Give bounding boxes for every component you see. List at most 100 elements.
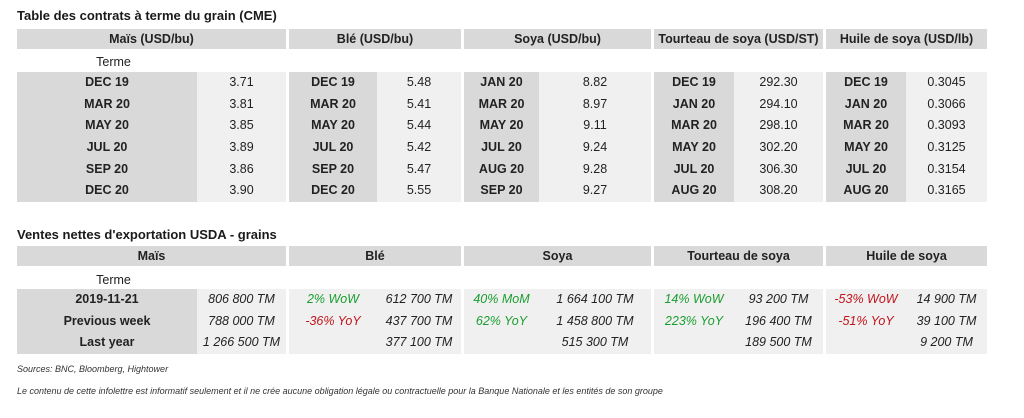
change-cell: 40% MoM bbox=[473, 292, 530, 306]
term-cell: MAY 20 bbox=[17, 115, 197, 138]
futures-header-huile: Huile de soya (USD/lb) bbox=[826, 29, 987, 49]
term-cell: MAR 20 bbox=[826, 115, 906, 138]
row-label: Previous week bbox=[17, 310, 197, 333]
term-cell: MAY 20 bbox=[654, 137, 734, 159]
exports-block-mais: 2019-11-21 Previous week Last year 806 8… bbox=[17, 289, 286, 355]
price-cell: 3.86 bbox=[229, 161, 254, 176]
price-cell: 0.3093 bbox=[927, 118, 966, 133]
exports-header-soya: Soya bbox=[464, 246, 651, 266]
term-cell: DEC 19 bbox=[17, 72, 197, 94]
exports-terme-label: Terme bbox=[96, 273, 131, 287]
term-cell: JAN 20 bbox=[654, 93, 734, 116]
volume-cell: 93 200 TM bbox=[748, 292, 809, 306]
price-cell: 5.44 bbox=[406, 118, 432, 133]
price-cell: 8.97 bbox=[582, 96, 608, 111]
price-cell: 8.82 bbox=[582, 75, 608, 89]
disclaimer-note: Le contenu de cette infolettre est infor… bbox=[17, 386, 663, 396]
price-cell: 9.28 bbox=[582, 161, 608, 176]
change-cell: -53% WoW bbox=[834, 292, 898, 306]
price-cell: 5.42 bbox=[406, 140, 432, 155]
volume-cell: 377 100 TM bbox=[385, 335, 453, 350]
volume-cell: 612 700 TM bbox=[385, 292, 453, 306]
price-cell: 5.47 bbox=[406, 161, 432, 176]
price-cell: 292.30 bbox=[759, 75, 798, 89]
futures-block-tourteau: DEC 19 JAN 20 MAR 20 MAY 20 JUL 20 AUG 2… bbox=[654, 72, 823, 203]
term-cell: DEC 19 bbox=[826, 72, 906, 94]
futures-block-soya: JAN 20 MAR 20 MAY 20 JUL 20 AUG 20 SEP 2… bbox=[464, 72, 651, 203]
change-cell: 2% WoW bbox=[306, 292, 360, 306]
price-cell: 3.85 bbox=[229, 118, 254, 133]
volume-cell: 1 458 800 TM bbox=[556, 313, 634, 328]
change-cell: 62% YoY bbox=[475, 313, 528, 328]
price-cell: 3.81 bbox=[229, 96, 254, 111]
price-cell: 298.10 bbox=[759, 118, 798, 133]
price-cell: 3.90 bbox=[229, 183, 254, 198]
sources-note: Sources: BNC, Bloomberg, Hightower bbox=[17, 364, 169, 374]
change-cell bbox=[826, 332, 906, 354]
price-cell: 5.41 bbox=[406, 96, 432, 111]
exports-header-mais: Maïs bbox=[17, 246, 286, 266]
exports-header-ble: Blé bbox=[289, 246, 461, 266]
term-cell: MAR 20 bbox=[464, 93, 539, 116]
volume-cell: 9 200 TM bbox=[920, 335, 973, 350]
term-cell: SEP 20 bbox=[17, 158, 197, 181]
price-cell: 0.3125 bbox=[927, 140, 966, 155]
term-cell: JUL 20 bbox=[826, 158, 906, 181]
futures-header-soya: Soya (USD/bu) bbox=[464, 29, 651, 49]
row-label: Last year bbox=[17, 332, 197, 355]
exports-table-title: Ventes nettes d'exportation USDA - grain… bbox=[17, 227, 277, 242]
futures-block-huile: DEC 19 JAN 20 MAR 20 MAY 20 JUL 20 AUG 2… bbox=[826, 72, 987, 203]
price-cell: 3.71 bbox=[229, 75, 254, 89]
term-cell: MAY 20 bbox=[826, 137, 906, 159]
term-cell: SEP 20 bbox=[289, 158, 377, 181]
futures-body: DEC 19 MAR 20 MAY 20 JUL 20 SEP 20 DEC 2… bbox=[17, 72, 987, 203]
term-cell: DEC 19 bbox=[654, 72, 734, 94]
price-cell: 0.3154 bbox=[927, 161, 966, 176]
term-cell: AUG 20 bbox=[654, 180, 734, 203]
exports-body: 2019-11-21 Previous week Last year 806 8… bbox=[17, 289, 987, 355]
exports-header-huile: Huile de soya bbox=[826, 246, 987, 266]
futures-terme-label: Terme bbox=[96, 55, 131, 69]
volume-cell: 1 664 100 TM bbox=[556, 292, 634, 306]
term-cell: JUL 20 bbox=[289, 137, 377, 159]
volume-cell: 788 000 TM bbox=[208, 313, 275, 328]
term-cell: MAR 20 bbox=[289, 93, 377, 116]
exports-block-huile: -53% WoW -51% YoY 14 900 TM 39 100 TM 9 … bbox=[826, 289, 987, 355]
row-label: 2019-11-21 bbox=[17, 289, 197, 311]
price-cell: 9.24 bbox=[582, 140, 608, 155]
volume-cell: 14 900 TM bbox=[916, 292, 977, 306]
term-cell: JUL 20 bbox=[654, 158, 734, 181]
futures-header-ble: Blé (USD/bu) bbox=[289, 29, 461, 49]
price-cell: 0.3045 bbox=[927, 75, 966, 89]
futures-header-row: Maïs (USD/bu) Blé (USD/bu) Soya (USD/bu)… bbox=[17, 29, 987, 49]
term-cell: JUL 20 bbox=[464, 137, 539, 159]
volume-cell: 515 300 TM bbox=[561, 335, 629, 350]
volume-cell: 806 800 TM bbox=[208, 292, 275, 306]
change-cell bbox=[654, 332, 734, 354]
term-cell: AUG 20 bbox=[826, 180, 906, 203]
volume-cell: 196 400 TM bbox=[745, 313, 812, 328]
term-cell: JAN 20 bbox=[464, 72, 539, 94]
price-cell: 302.20 bbox=[759, 140, 798, 155]
futures-table-title: Table des contrats à terme du grain (CME… bbox=[17, 8, 277, 23]
price-cell: 9.27 bbox=[582, 183, 608, 198]
price-cell: 308.20 bbox=[759, 183, 798, 198]
change-cell: -36% YoY bbox=[305, 313, 361, 328]
exports-block-tourteau: 14% WoW 223% YoY 93 200 TM 196 400 TM 18… bbox=[654, 289, 823, 355]
term-cell: JAN 20 bbox=[826, 93, 906, 116]
term-cell: DEC 19 bbox=[289, 72, 377, 94]
price-cell: 306.30 bbox=[759, 161, 798, 176]
volume-cell: 1 266 500 TM bbox=[202, 335, 281, 350]
term-cell: JUL 20 bbox=[17, 137, 197, 159]
term-cell: MAY 20 bbox=[289, 115, 377, 138]
change-cell: 14% WoW bbox=[664, 292, 724, 306]
price-cell: 0.3165 bbox=[927, 183, 966, 198]
price-cell: 9.11 bbox=[583, 118, 607, 133]
futures-header-tourteau: Tourteau de soya (USD/ST) bbox=[654, 29, 823, 49]
price-cell: 5.48 bbox=[406, 75, 432, 89]
term-cell: AUG 20 bbox=[464, 158, 539, 181]
change-cell: 223% YoY bbox=[664, 313, 724, 328]
price-cell: 3.89 bbox=[229, 140, 254, 155]
price-cell: 5.55 bbox=[406, 183, 432, 198]
term-cell: MAR 20 bbox=[17, 93, 197, 116]
